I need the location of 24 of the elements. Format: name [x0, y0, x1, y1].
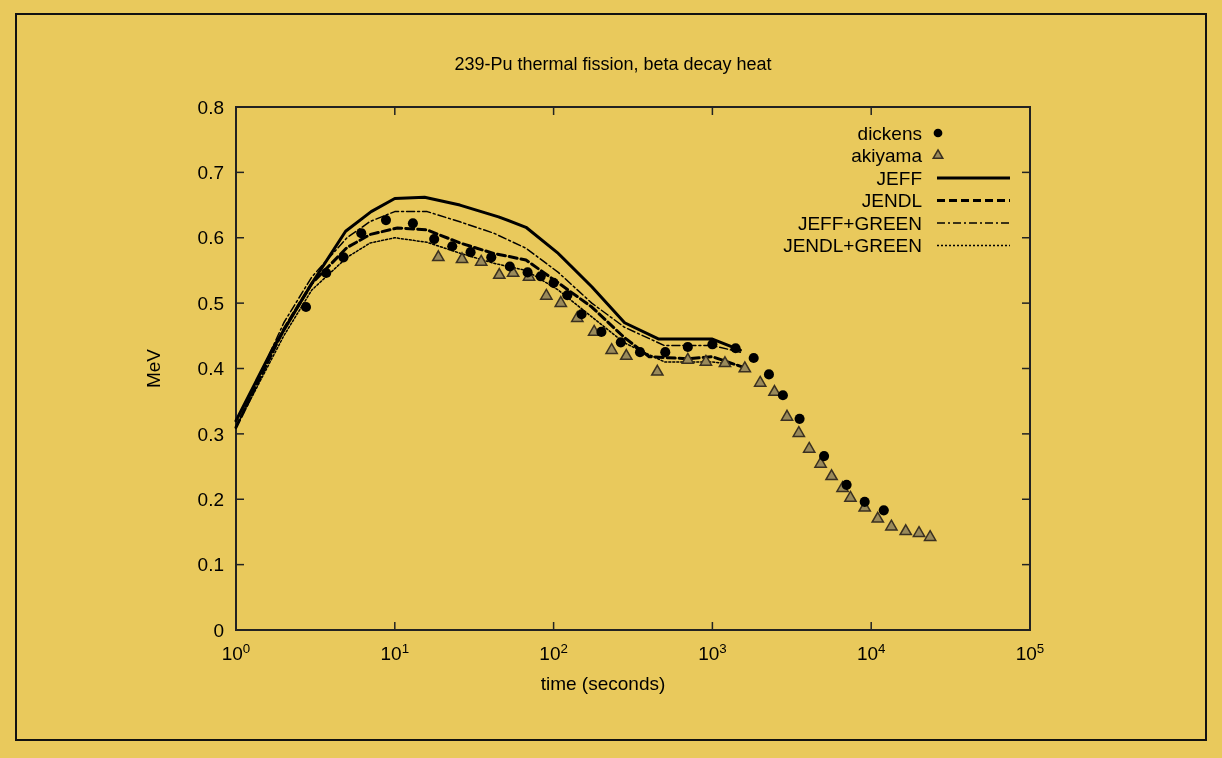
y-tick-label: 0.1	[197, 554, 224, 576]
x-tick-label: 10$^{4}$	[856, 640, 886, 664]
legend-label: akiyama	[851, 145, 923, 167]
y-tick-label: 0.6	[197, 227, 224, 249]
chart-title: 239-Pu thermal fission, beta decay heat	[454, 54, 772, 74]
x-tick-label: 10$^{2}$	[539, 640, 568, 664]
legend-label: dickens	[857, 122, 922, 144]
legend-label: JENDL+GREEN	[783, 235, 922, 257]
legend-label: JEFF	[876, 167, 922, 189]
y-tick-label: 0.2	[197, 488, 224, 510]
y-tick-label: 0	[213, 619, 224, 641]
x-tick-label: 10$^{0}$	[221, 640, 251, 664]
y-tick-label: 0.7	[197, 162, 224, 184]
y-tick-label: 0.5	[197, 292, 224, 314]
y-tick-label: 0.4	[197, 358, 225, 380]
x-tick-label: 10$^{1}$	[380, 640, 410, 664]
legend-label: JENDL	[861, 190, 922, 212]
x-tick-label: 10$^{3}$	[698, 640, 727, 664]
x-tick-label: 10$^{5}$	[1015, 640, 1045, 664]
y-tick-label: 0.8	[197, 96, 224, 118]
y-axis-title: MeV	[143, 348, 164, 389]
y-tick-label: 0.3	[197, 423, 224, 445]
legend-label: JEFF+GREEN	[797, 212, 922, 234]
x-axis-title: time (seconds)	[540, 673, 666, 694]
